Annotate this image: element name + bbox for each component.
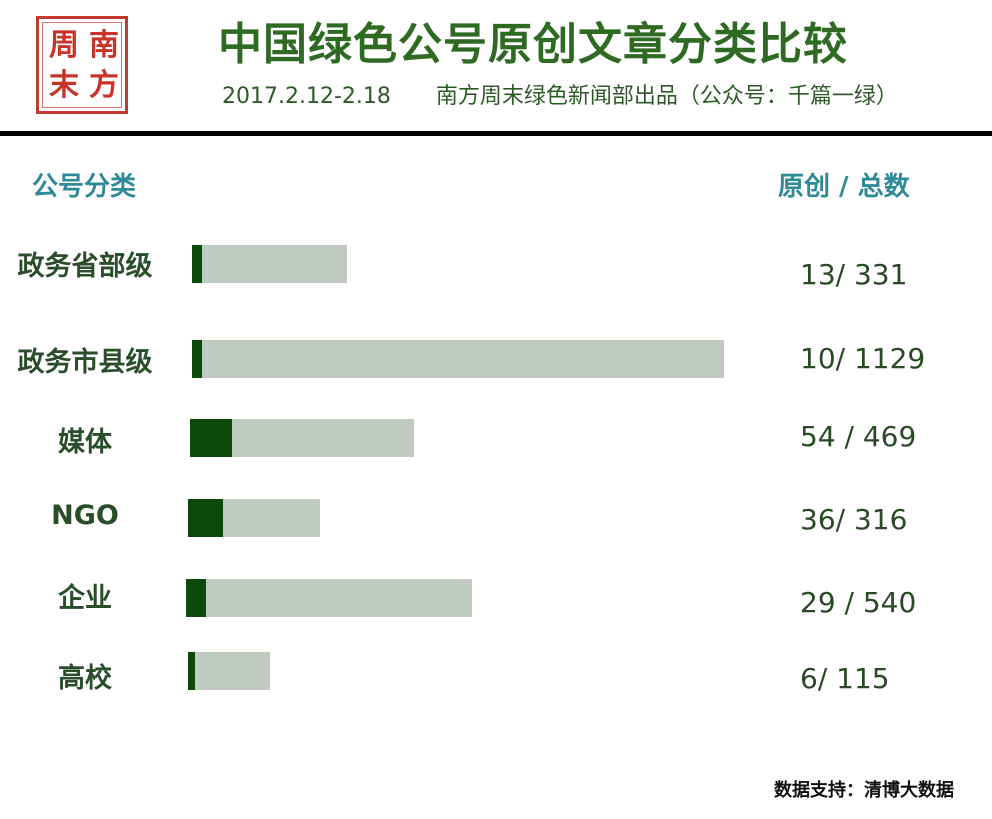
row-value: 36/ 316 bbox=[800, 503, 908, 536]
original-bar bbox=[186, 579, 206, 617]
chart-subtitle: 2017.2.12-2.18 南方周末绿色新闻部出品（公众号：千篇一绿） bbox=[222, 78, 898, 110]
category-column-header: 公号分类 bbox=[32, 172, 137, 202]
row-value: 6/ 115 bbox=[800, 662, 890, 695]
publisher-credit: 南方周末绿色新闻部出品（公众号：千篇一绿） bbox=[435, 84, 898, 109]
row-label: NGO bbox=[51, 500, 119, 531]
total-bar bbox=[188, 499, 320, 537]
total-bar bbox=[190, 419, 414, 457]
original-bar bbox=[188, 652, 195, 690]
ratio-column-header: 原创 / 总数 bbox=[778, 172, 910, 202]
row-value: 54 / 469 bbox=[800, 420, 917, 453]
original-bar bbox=[192, 340, 202, 378]
original-bar bbox=[192, 245, 202, 283]
header-divider bbox=[0, 131, 992, 136]
total-bar bbox=[192, 245, 347, 283]
row-label: 高校 bbox=[58, 663, 112, 694]
row-label: 政务市县级 bbox=[17, 347, 153, 378]
total-bar bbox=[186, 579, 472, 617]
newspaper-seal-logo: 周 南 末 方 bbox=[36, 16, 128, 114]
total-bar bbox=[192, 340, 724, 378]
row-value: 10/ 1129 bbox=[800, 342, 926, 375]
logo-char: 周 bbox=[49, 28, 79, 63]
data-source-credit: 数据支持：清博大数据 bbox=[774, 780, 954, 801]
row-label: 企业 bbox=[58, 583, 112, 614]
original-bar bbox=[188, 499, 223, 537]
total-bar bbox=[188, 652, 270, 690]
logo-char: 方 bbox=[89, 68, 119, 103]
chart-title: 中国绿色公号原创文章分类比较 bbox=[218, 19, 848, 70]
row-value: 29 / 540 bbox=[800, 586, 917, 619]
row-label: 政务省部级 bbox=[17, 251, 153, 282]
original-bar bbox=[190, 419, 232, 457]
logo-char: 南 bbox=[89, 28, 119, 63]
row-label: 媒体 bbox=[58, 427, 112, 458]
logo-char: 末 bbox=[49, 68, 79, 103]
row-value: 13/ 331 bbox=[800, 258, 908, 291]
date-range: 2017.2.12-2.18 bbox=[222, 84, 391, 109]
